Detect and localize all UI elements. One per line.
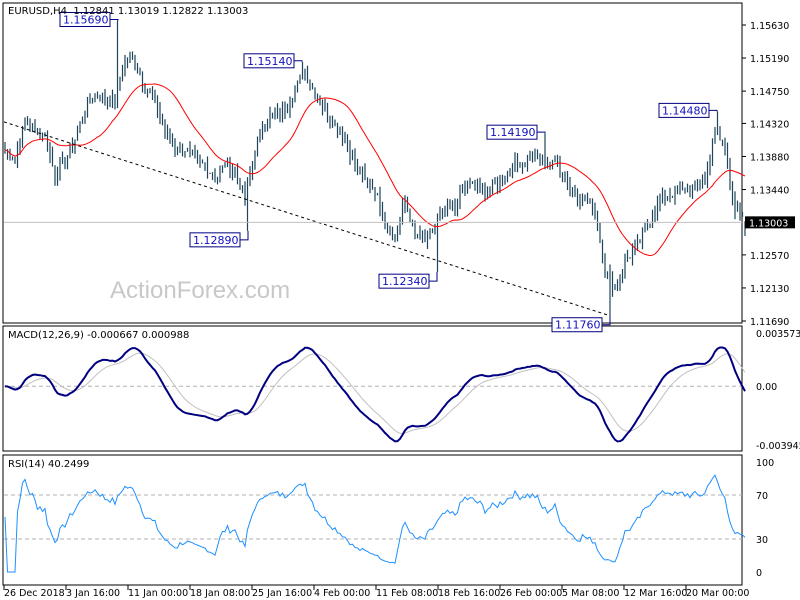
swing-label-connector [602, 315, 611, 326]
rsi-line [4, 474, 746, 573]
swing-label-connector [110, 18, 119, 21]
swing-label-text: 1.11760 [555, 319, 601, 332]
current-price-marker [745, 216, 795, 229]
rsi-tick-label: 0 [756, 568, 762, 579]
watermark: ActionForex.com [110, 277, 290, 304]
rsi-tick-label: 30 [756, 535, 768, 546]
time-tick-label: 11 Jan 00:00 [128, 588, 188, 599]
swing-label-box [486, 124, 538, 140]
rsi-title: RSI(14) 40.2499 [8, 459, 89, 470]
macd-main-line [4, 346, 746, 443]
price-tick-label: 1.14320 [750, 119, 789, 130]
swing-label-box [59, 11, 111, 27]
macd-panel [2, 325, 743, 452]
price-tick-label: 1.11690 [750, 317, 789, 328]
time-tick-label: 18 Feb 16:00 [438, 588, 500, 599]
swing-label-box [189, 232, 241, 248]
swing-label-box [378, 273, 430, 289]
rsi-series [4, 474, 746, 573]
macd-title: MACD(12,26,9) -0.000667 0.000988 [8, 330, 189, 341]
price-panel [2, 2, 743, 324]
swing-label-connector [429, 272, 438, 282]
swing-label-connector [240, 230, 249, 241]
swing-label-text: 1.14480 [662, 104, 708, 117]
price-tick-label: 1.13880 [750, 152, 789, 163]
current-price-label: 1.13003 [749, 218, 788, 229]
macd-series [4, 346, 746, 443]
moving-average-line [4, 83, 746, 257]
swing-label-box [658, 102, 710, 118]
time-tick-label: 25 Jan 16:00 [252, 588, 312, 599]
symbol-header: EURUSD,H4 1.12841 1.13019 1.12822 1.1300… [8, 6, 248, 17]
swing-label-connector [294, 60, 303, 62]
price-tick-label: 1.15190 [750, 54, 789, 65]
swing-label-connector [537, 131, 546, 134]
rsi-tick-label: 70 [756, 491, 768, 502]
swing-label-box [243, 53, 295, 69]
macd-signal-line [4, 352, 746, 435]
swing-label-text: 1.12340 [382, 275, 428, 288]
time-tick-label: 26 Dec 2018 [4, 588, 65, 599]
swing-label-box [551, 317, 603, 333]
price-tick-label: 1.13440 [750, 186, 789, 197]
price-tick-label: 1.14750 [750, 87, 789, 98]
price-tick-label: 1.12570 [750, 251, 789, 262]
macd-tick-label: -0.003945 [756, 441, 800, 452]
swing-label-text: 1.15690 [63, 13, 109, 26]
time-tick-label: 4 Feb 00:00 [314, 588, 370, 599]
rsi-panel [2, 454, 743, 586]
swing-label-connector [709, 109, 718, 112]
time-tick-label: 5 Mar 08:00 [562, 588, 619, 599]
macd-tick-label: 0.003573 [756, 329, 800, 340]
time-tick-label: 18 Jan 08:00 [190, 588, 250, 599]
price-series: 1.15690 1.12890 1.15140 1.12340 1.14190 1.117… [3, 11, 746, 333]
time-tick-label: 12 Mar 16:00 [624, 588, 687, 599]
trendline [3, 121, 611, 317]
price-tick-label: 1.15630 [750, 21, 789, 32]
swing-label-text: 1.12890 [193, 234, 239, 247]
time-tick-label: 20 Mar 00:00 [686, 588, 749, 599]
axes: 1.15630 1.15190 1.14750 1.14320 1.13880 1.134… [3, 21, 800, 599]
time-tick-label: 11 Feb 08:00 [376, 588, 438, 599]
macd-tick-label: 0.00 [756, 382, 777, 393]
rsi-tick-label: 100 [756, 458, 774, 469]
swing-label-text: 1.14190 [490, 126, 536, 139]
time-tick-label: 3 Jan 16:00 [66, 588, 120, 599]
time-tick-label: 26 Feb 00:00 [500, 588, 562, 599]
swing-label-text: 1.15140 [247, 55, 293, 68]
price-tick-label: 1.12130 [750, 284, 789, 295]
